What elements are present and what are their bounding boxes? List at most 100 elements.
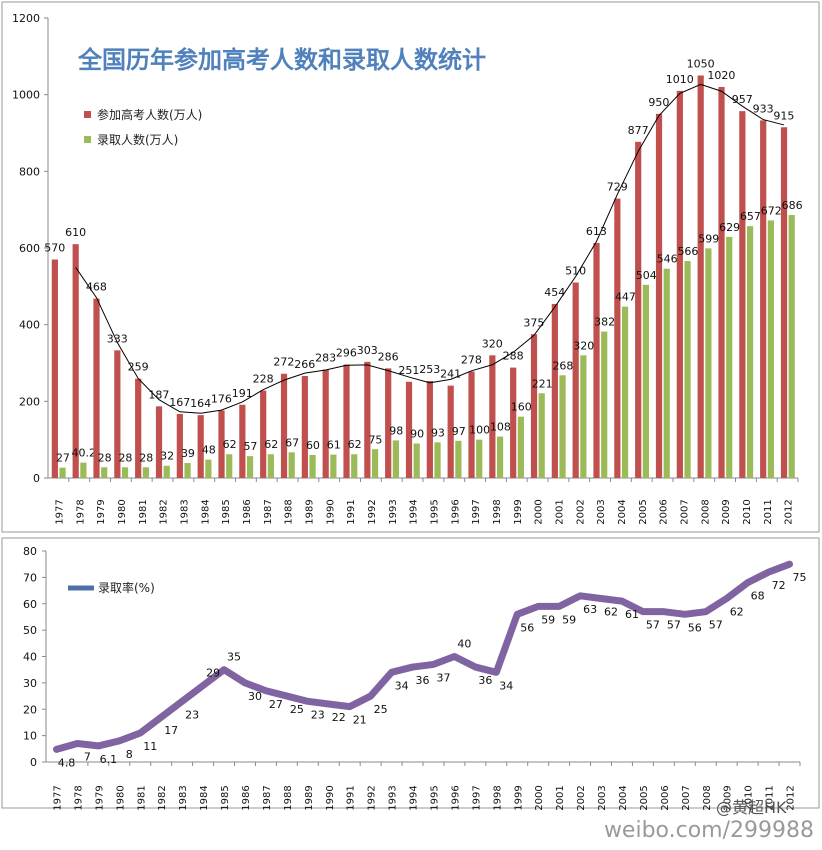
rate-x-tick-label: 1978 bbox=[73, 785, 84, 810]
x-tick-label: 2012 bbox=[784, 499, 795, 524]
data-label-candidates: 729 bbox=[607, 181, 628, 194]
bar-admitted bbox=[455, 440, 462, 478]
bar-admitted bbox=[726, 236, 733, 478]
data-label-candidates: 272 bbox=[273, 356, 294, 369]
bar-admitted bbox=[413, 443, 420, 478]
bar-admitted bbox=[101, 467, 108, 478]
bar-admitted bbox=[788, 215, 795, 479]
rate-x-tick-label: 2012 bbox=[786, 785, 797, 810]
x-tick-label: 1980 bbox=[117, 499, 128, 524]
rate-x-tick-label: 2011 bbox=[765, 785, 776, 810]
bar-admitted bbox=[496, 436, 504, 478]
bar-admitted bbox=[142, 467, 149, 478]
bar-candidates bbox=[676, 90, 683, 478]
x-tick-label: 2001 bbox=[554, 499, 565, 524]
data-label-admitted: 62 bbox=[223, 438, 237, 451]
rate-data-label: 29 bbox=[206, 667, 220, 680]
bar-admitted bbox=[559, 375, 566, 478]
x-tick-label: 1997 bbox=[471, 499, 482, 524]
bar-admitted bbox=[476, 439, 483, 478]
rate-y-tick-label: 70 bbox=[23, 571, 37, 584]
data-label-candidates: 1010 bbox=[666, 73, 694, 86]
rate-data-label: 27 bbox=[269, 698, 283, 711]
rate-x-tick-label: 2009 bbox=[723, 785, 734, 810]
rate-data-label: 57 bbox=[646, 619, 660, 632]
data-label-candidates: 950 bbox=[648, 96, 669, 109]
rate-data-label: 25 bbox=[374, 703, 388, 716]
admission-rate-line bbox=[52, 560, 794, 753]
rate-data-label: 40 bbox=[457, 638, 471, 651]
data-label-candidates: 296 bbox=[336, 347, 357, 360]
bar-admitted bbox=[226, 454, 233, 478]
rate-x-tick-label: 1981 bbox=[136, 785, 147, 810]
x-tick-label: 1982 bbox=[159, 499, 170, 524]
x-tick-label: 1996 bbox=[450, 499, 461, 524]
bar-admitted bbox=[767, 220, 774, 478]
rate-data-label: 57 bbox=[709, 619, 723, 632]
rate-x-tick-label: 2004 bbox=[618, 785, 629, 810]
bar-candidates bbox=[697, 75, 704, 478]
rate-y-tick-label: 30 bbox=[23, 677, 37, 690]
bar-candidates bbox=[280, 373, 288, 478]
rate-x-tick-label: 1980 bbox=[115, 785, 126, 810]
rate-data-label: 22 bbox=[332, 711, 346, 724]
bar-candidates bbox=[93, 298, 100, 478]
x-tick-label: 2008 bbox=[700, 499, 711, 524]
bar-admitted bbox=[80, 462, 87, 478]
rate-data-label: 8 bbox=[126, 748, 133, 761]
bar-candidates bbox=[551, 303, 558, 478]
data-label-candidates: 241 bbox=[440, 368, 461, 381]
x-tick-label: 1988 bbox=[284, 499, 295, 524]
y-tick-label: 800 bbox=[19, 165, 40, 178]
x-tick-label: 1998 bbox=[492, 499, 503, 524]
data-label-admitted: 27 bbox=[56, 452, 70, 465]
bar-candidates bbox=[322, 369, 329, 478]
data-label-candidates: 877 bbox=[628, 124, 649, 137]
legend-swatch-admitted bbox=[84, 136, 91, 143]
x-tick-label: 2004 bbox=[617, 499, 628, 524]
bar-candidates bbox=[385, 368, 392, 478]
data-label-candidates: 283 bbox=[315, 352, 336, 365]
data-label-admitted: 160 bbox=[511, 401, 532, 414]
data-label-candidates: 253 bbox=[419, 363, 440, 376]
x-tick-label: 2006 bbox=[659, 499, 670, 524]
data-label-admitted: 28 bbox=[118, 451, 132, 464]
rate-y-tick-label: 80 bbox=[23, 545, 37, 558]
bar-admitted bbox=[538, 393, 545, 478]
data-label-candidates: 266 bbox=[294, 358, 315, 371]
rate-x-tick-label: 2007 bbox=[681, 785, 692, 810]
rate-data-label: 62 bbox=[730, 605, 744, 618]
bar-admitted bbox=[246, 456, 254, 478]
rate-data-label: 25 bbox=[290, 703, 304, 716]
rate-x-tick-label: 1991 bbox=[346, 785, 357, 810]
data-label-candidates: 176 bbox=[211, 393, 232, 406]
bar-candidates bbox=[405, 381, 413, 478]
rate-x-tick-label: 2001 bbox=[555, 785, 566, 810]
data-label-candidates: 286 bbox=[378, 350, 399, 363]
rate-data-label: 30 bbox=[248, 690, 262, 703]
bar-candidates bbox=[426, 381, 433, 478]
data-label-admitted: 268 bbox=[552, 359, 573, 372]
x-tick-label: 2000 bbox=[534, 499, 545, 524]
data-label-admitted: 447 bbox=[615, 291, 636, 304]
rate-data-label: 59 bbox=[541, 613, 555, 626]
rate-x-tick-label: 1987 bbox=[262, 785, 273, 810]
data-label-admitted: 32 bbox=[160, 450, 174, 463]
x-tick-label: 1990 bbox=[325, 499, 336, 524]
rate-x-tick-label: 1992 bbox=[367, 785, 378, 810]
y-tick-label: 200 bbox=[19, 395, 40, 408]
data-label-admitted: 48 bbox=[202, 444, 216, 457]
data-label-candidates: 610 bbox=[65, 226, 86, 239]
rate-data-label: 57 bbox=[667, 619, 681, 632]
rate-x-tick-label: 1983 bbox=[178, 785, 189, 810]
rate-x-tick-label: 2006 bbox=[660, 785, 671, 810]
bar-candidates bbox=[489, 355, 496, 478]
bar-candidates bbox=[197, 415, 204, 478]
bar-admitted bbox=[371, 449, 379, 478]
bar-candidates bbox=[510, 367, 517, 478]
bar-candidates bbox=[72, 244, 79, 478]
x-tick-label: 1979 bbox=[96, 499, 107, 524]
rate-data-label: 36 bbox=[416, 674, 430, 687]
data-label-admitted: 320 bbox=[573, 339, 594, 352]
data-label-candidates: 288 bbox=[503, 350, 524, 363]
